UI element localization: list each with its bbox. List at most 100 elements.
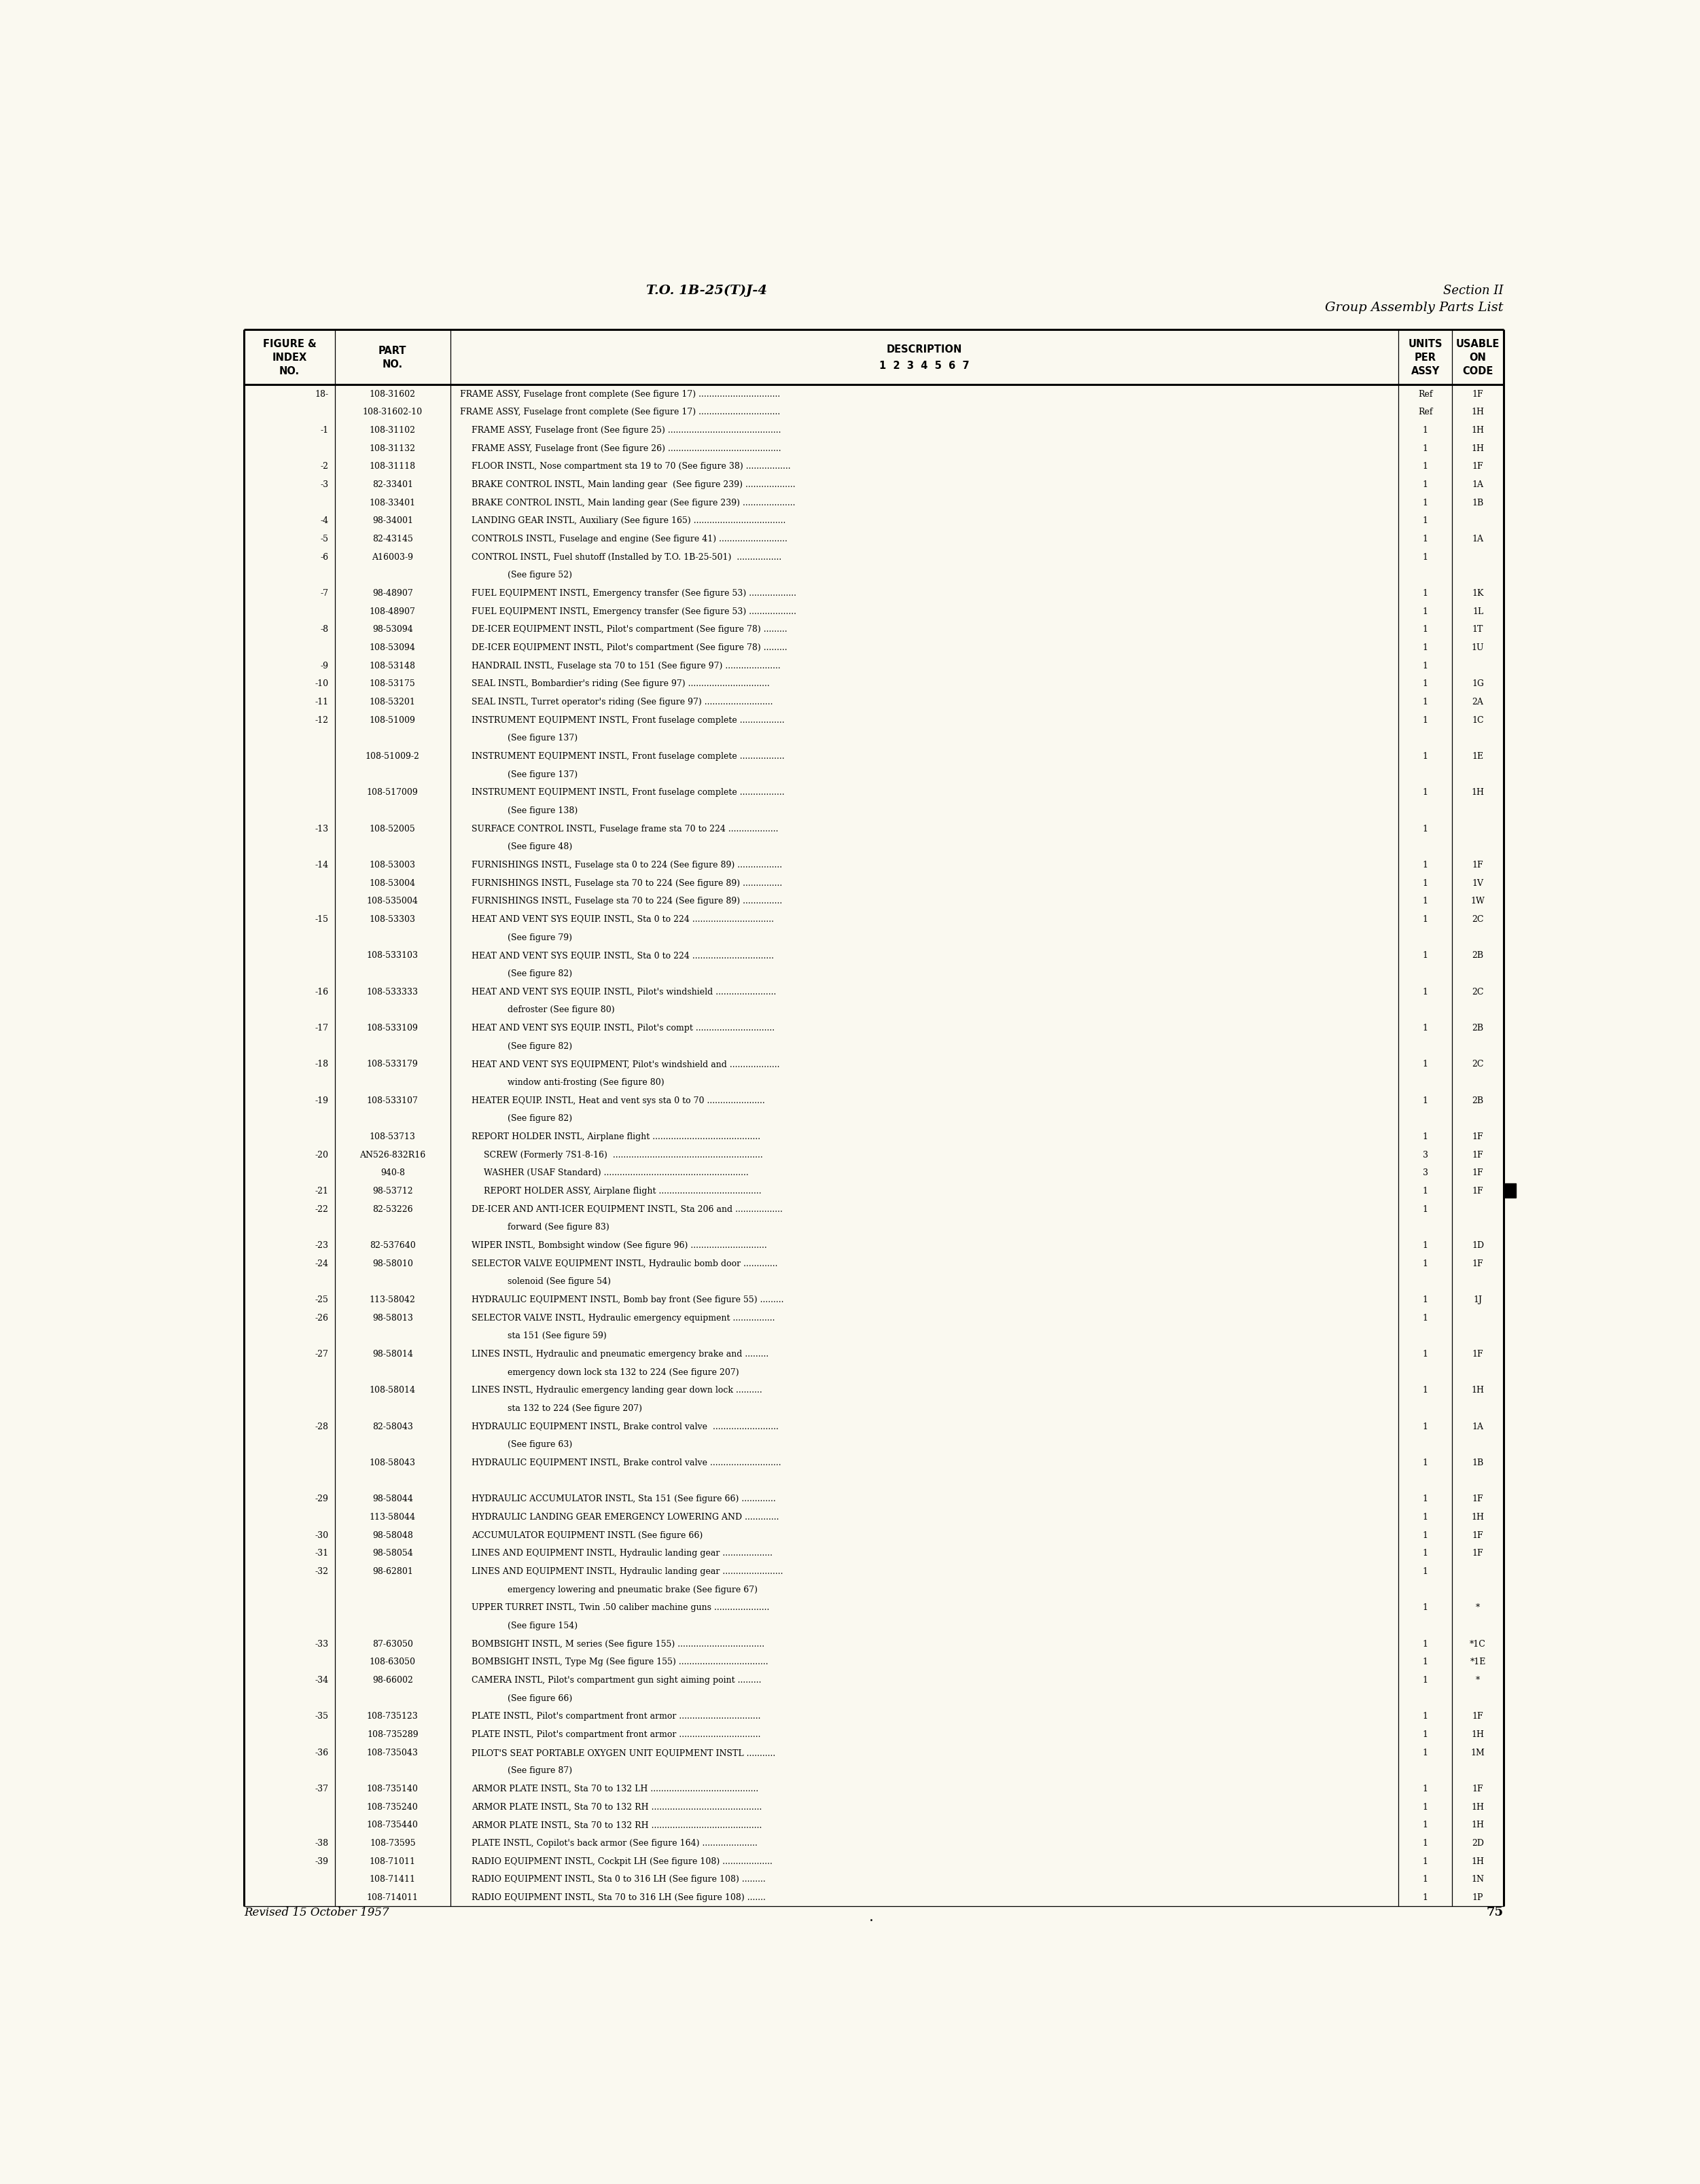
- Text: 108-714011: 108-714011: [367, 1894, 418, 1902]
- Text: Section II: Section II: [1443, 284, 1504, 297]
- Text: 1: 1: [1423, 716, 1428, 725]
- Text: (See figure 66): (See figure 66): [507, 1693, 573, 1701]
- Text: 108-53201: 108-53201: [369, 697, 415, 705]
- Text: 1: 1: [1423, 480, 1428, 489]
- Text: 108-48907: 108-48907: [369, 607, 415, 616]
- Text: 2B: 2B: [1472, 950, 1484, 959]
- Text: 1: 1: [1423, 679, 1428, 688]
- Text: 1: 1: [1423, 1206, 1428, 1214]
- Text: 1F: 1F: [1472, 1712, 1484, 1721]
- Text: BRAKE CONTROL INSTL, Main landing gear  (See figure 239) ...................: BRAKE CONTROL INSTL, Main landing gear (…: [471, 480, 796, 489]
- Text: 1: 1: [1423, 1385, 1428, 1393]
- Text: -30: -30: [314, 1531, 328, 1540]
- Text: (See figure 87): (See figure 87): [507, 1767, 571, 1776]
- Text: LINES AND EQUIPMENT INSTL, Hydraulic landing gear .......................: LINES AND EQUIPMENT INSTL, Hydraulic lan…: [471, 1566, 784, 1575]
- Text: 1: 1: [1423, 1874, 1428, 1883]
- Text: -37: -37: [314, 1784, 328, 1793]
- Text: 1F: 1F: [1472, 1548, 1484, 1557]
- Text: 2C: 2C: [1472, 987, 1484, 996]
- Text: 1: 1: [1423, 788, 1428, 797]
- Text: 1: 1: [1423, 1730, 1428, 1738]
- Text: 108-53004: 108-53004: [369, 878, 416, 887]
- Text: 1: 1: [1423, 1295, 1428, 1304]
- Text: 1: 1: [1423, 1350, 1428, 1358]
- Text: -5: -5: [320, 535, 328, 544]
- Text: 108-535004: 108-535004: [367, 898, 418, 906]
- Text: SEAL INSTL, Bombardier's riding (See figure 97) ...............................: SEAL INSTL, Bombardier's riding (See fig…: [471, 679, 770, 688]
- Text: FIGURE &: FIGURE &: [262, 339, 316, 349]
- Text: NO.: NO.: [279, 365, 299, 376]
- Text: 1  2  3  4  5  6  7: 1 2 3 4 5 6 7: [879, 360, 969, 371]
- Text: SELECTOR VALVE INSTL, Hydraulic emergency equipment ................: SELECTOR VALVE INSTL, Hydraulic emergenc…: [471, 1313, 775, 1321]
- Text: -28: -28: [314, 1422, 328, 1431]
- Text: 2B: 2B: [1472, 1024, 1484, 1033]
- Text: 1L: 1L: [1472, 607, 1484, 616]
- Text: 1J: 1J: [1474, 1295, 1482, 1304]
- Text: (See figure 82): (See figure 82): [507, 1114, 571, 1123]
- Text: BRAKE CONTROL INSTL, Main landing gear (See figure 239) ....................: BRAKE CONTROL INSTL, Main landing gear (…: [471, 498, 796, 507]
- Text: BOMBSIGHT INSTL, M series (See figure 155) .................................: BOMBSIGHT INSTL, M series (See figure 15…: [471, 1640, 765, 1649]
- Text: -14: -14: [314, 860, 328, 869]
- Text: -27: -27: [314, 1350, 328, 1358]
- Text: 1: 1: [1423, 1658, 1428, 1666]
- Text: 1: 1: [1423, 987, 1428, 996]
- Text: *1C: *1C: [1470, 1640, 1486, 1649]
- Text: HYDRAULIC EQUIPMENT INSTL, Brake control valve  .........................: HYDRAULIC EQUIPMENT INSTL, Brake control…: [471, 1422, 779, 1431]
- Text: 108-31602: 108-31602: [369, 389, 416, 397]
- Text: INSTRUMENT EQUIPMENT INSTL, Front fuselage complete .................: INSTRUMENT EQUIPMENT INSTL, Front fusela…: [471, 788, 785, 797]
- Text: 1F: 1F: [1472, 1186, 1484, 1195]
- Text: CAMERA INSTL, Pilot's compartment gun sight aiming point .........: CAMERA INSTL, Pilot's compartment gun si…: [471, 1675, 762, 1684]
- Text: 1: 1: [1423, 1131, 1428, 1140]
- Text: sta 132 to 224 (See figure 207): sta 132 to 224 (See figure 207): [507, 1404, 643, 1413]
- Text: 1V: 1V: [1472, 878, 1484, 887]
- Text: 108-53003: 108-53003: [369, 860, 416, 869]
- Text: -21: -21: [314, 1186, 328, 1195]
- Text: -17: -17: [314, 1024, 328, 1033]
- Text: 3: 3: [1423, 1168, 1428, 1177]
- Text: 1: 1: [1423, 1096, 1428, 1105]
- Text: RADIO EQUIPMENT INSTL, Cockpit LH (See figure 108) ...................: RADIO EQUIPMENT INSTL, Cockpit LH (See f…: [471, 1856, 772, 1865]
- Text: 108-533333: 108-533333: [367, 987, 418, 996]
- Text: 108-31132: 108-31132: [369, 443, 416, 452]
- Text: 1: 1: [1423, 1494, 1428, 1503]
- Text: FUEL EQUIPMENT INSTL, Emergency transfer (See figure 53) ..................: FUEL EQUIPMENT INSTL, Emergency transfer…: [471, 607, 796, 616]
- Text: window anti-frosting (See figure 80): window anti-frosting (See figure 80): [507, 1077, 665, 1088]
- Text: 1: 1: [1423, 898, 1428, 906]
- Text: 1: 1: [1423, 463, 1428, 472]
- Text: SEAL INSTL, Turret operator's riding (See figure 97) ..........................: SEAL INSTL, Turret operator's riding (Se…: [471, 697, 774, 705]
- Text: 98-58048: 98-58048: [372, 1531, 413, 1540]
- Text: 1: 1: [1423, 1675, 1428, 1684]
- Text: HYDRAULIC LANDING GEAR EMERGENCY LOWERING AND .............: HYDRAULIC LANDING GEAR EMERGENCY LOWERIN…: [471, 1511, 779, 1522]
- Text: solenoid (See figure 54): solenoid (See figure 54): [507, 1278, 610, 1286]
- Text: *1E: *1E: [1470, 1658, 1486, 1666]
- Text: 940-8: 940-8: [381, 1168, 405, 1177]
- Text: 108-735289: 108-735289: [367, 1730, 418, 1738]
- Text: PART: PART: [379, 345, 406, 356]
- Text: (See figure 138): (See figure 138): [507, 806, 578, 815]
- Text: emergency lowering and pneumatic brake (See figure 67): emergency lowering and pneumatic brake (…: [507, 1586, 758, 1594]
- Text: HEAT AND VENT SYS EQUIP. INSTL, Sta 0 to 224 ...............................: HEAT AND VENT SYS EQUIP. INSTL, Sta 0 to…: [471, 950, 774, 959]
- Text: -25: -25: [314, 1295, 328, 1304]
- Text: 82-58043: 82-58043: [372, 1422, 413, 1431]
- Text: LINES INSTL, Hydraulic emergency landing gear down lock ..........: LINES INSTL, Hydraulic emergency landing…: [471, 1385, 762, 1393]
- Text: 1: 1: [1423, 1856, 1428, 1865]
- Text: Revised 15 October 1957: Revised 15 October 1957: [245, 1907, 389, 1918]
- Text: 1: 1: [1423, 1241, 1428, 1249]
- Text: defroster (See figure 80): defroster (See figure 80): [507, 1005, 614, 1013]
- Text: -7: -7: [320, 590, 328, 598]
- Text: (See figure 137): (See figure 137): [507, 771, 578, 780]
- Text: 1: 1: [1423, 1802, 1428, 1811]
- Text: 1F: 1F: [1472, 1131, 1484, 1140]
- Text: DE-ICER AND ANTI-ICER EQUIPMENT INSTL, Sta 206 and ..................: DE-ICER AND ANTI-ICER EQUIPMENT INSTL, S…: [471, 1206, 782, 1214]
- Text: HYDRAULIC ACCUMULATOR INSTL, Sta 151 (See figure 66) .............: HYDRAULIC ACCUMULATOR INSTL, Sta 151 (Se…: [471, 1494, 775, 1503]
- Text: 1F: 1F: [1472, 1531, 1484, 1540]
- Text: LINES INSTL, Hydraulic and pneumatic emergency brake and .........: LINES INSTL, Hydraulic and pneumatic eme…: [471, 1350, 768, 1358]
- Text: DE-ICER EQUIPMENT INSTL, Pilot's compartment (See figure 78) .........: DE-ICER EQUIPMENT INSTL, Pilot's compart…: [471, 625, 787, 633]
- Text: 1F: 1F: [1472, 1350, 1484, 1358]
- Text: 1U: 1U: [1472, 642, 1484, 653]
- Text: *: *: [1476, 1603, 1481, 1612]
- Text: NO.: NO.: [382, 358, 403, 369]
- Text: 1: 1: [1423, 860, 1428, 869]
- Text: HEAT AND VENT SYS EQUIPMENT, Pilot's windshield and ...................: HEAT AND VENT SYS EQUIPMENT, Pilot's win…: [471, 1059, 780, 1068]
- Text: 108-533107: 108-533107: [367, 1096, 418, 1105]
